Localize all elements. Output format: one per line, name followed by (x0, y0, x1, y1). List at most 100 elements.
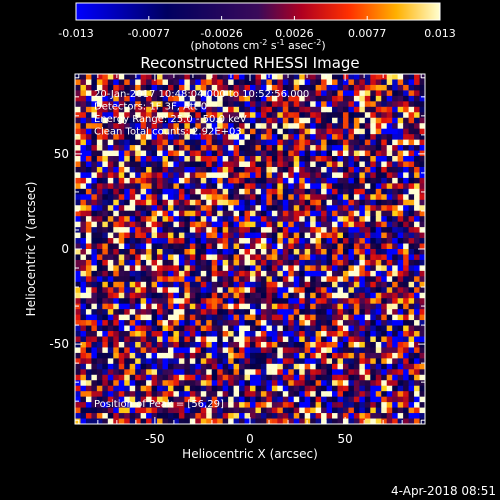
heatmap-cell (419, 298, 426, 305)
heatmap-cell (189, 139, 196, 146)
heatmap-cell (129, 216, 136, 223)
heatmap-cell (321, 391, 327, 398)
heatmap-cell (75, 123, 81, 130)
heatmap-cell (233, 303, 240, 310)
heatmap-cell (217, 106, 224, 113)
heatmap-cell (392, 123, 399, 130)
heatmap-cell (299, 161, 306, 168)
heatmap-cell (124, 309, 131, 316)
heatmap-cell (359, 243, 366, 250)
heatmap-cell (293, 199, 300, 206)
heatmap-cell (375, 325, 382, 332)
heatmap-cell (337, 161, 344, 168)
heatmap-cell (102, 95, 109, 102)
heatmap-cell (337, 194, 344, 201)
heatmap-cell (315, 79, 322, 86)
heatmap-cell (364, 331, 371, 337)
heatmap-cell (282, 325, 289, 332)
heatmap-cell (178, 183, 185, 190)
heatmap-cell (392, 418, 399, 425)
heatmap-cell (200, 292, 207, 299)
heatmap-cell (146, 150, 152, 157)
heatmap-cell (375, 145, 382, 151)
heatmap-cell (321, 254, 327, 261)
heatmap-cell (397, 95, 404, 102)
heatmap-cell (326, 325, 333, 332)
heatmap-cell (353, 145, 360, 151)
heatmap-cell (255, 352, 262, 359)
heatmap-cell (332, 418, 338, 425)
heatmap-cell (392, 139, 399, 146)
heatmap-cell (403, 90, 409, 97)
heatmap-cell (392, 128, 399, 135)
heatmap-cell (288, 396, 295, 403)
heatmap-cell (113, 336, 120, 343)
heatmap-cell (326, 123, 333, 130)
heatmap-cell (304, 139, 311, 146)
heatmap-cell (233, 139, 240, 146)
heatmap-cell (239, 347, 245, 354)
heatmap-cell (162, 265, 169, 272)
heatmap-cell (271, 172, 278, 179)
heatmap-cell (228, 112, 234, 119)
heatmap-cell (211, 194, 218, 201)
heatmap-cell (386, 303, 393, 310)
heatmap-cell (326, 150, 333, 157)
heatmap-cell (353, 106, 360, 113)
heatmap-cell (146, 352, 152, 359)
heatmap-cell (304, 380, 311, 387)
heatmap-cell (271, 341, 278, 348)
heatmap-cell (255, 216, 262, 223)
heatmap-cell (359, 74, 366, 80)
heatmap-cell (332, 205, 338, 212)
heatmap-cell (293, 298, 300, 305)
heatmap-cell (250, 79, 256, 86)
heatmap-cell (277, 407, 284, 414)
heatmap-cell (293, 363, 300, 370)
heatmap-cell (348, 418, 355, 425)
heatmap-cell (260, 216, 267, 223)
heatmap-cell (167, 199, 174, 206)
heatmap-cell (381, 227, 388, 233)
heatmap-cell (91, 205, 98, 212)
heatmap-cell (310, 391, 317, 398)
heatmap-cell (239, 145, 245, 151)
heatmap-cell (211, 369, 218, 376)
heatmap-cell (162, 352, 169, 359)
heatmap-cell (392, 314, 399, 321)
heatmap-cell (326, 166, 333, 173)
heatmap-cell (140, 374, 147, 381)
heatmap-cell (206, 336, 213, 343)
heatmap-cell (414, 380, 420, 387)
heatmap-cell (364, 292, 371, 299)
heatmap-cell (75, 391, 81, 398)
heatmap-cell (315, 112, 322, 119)
heatmap-cell (304, 265, 311, 272)
heatmap-cell (211, 314, 218, 321)
heatmap-cell (113, 84, 120, 91)
heatmap-cell (113, 145, 120, 151)
heatmap-cell (260, 84, 267, 91)
heatmap-cell (195, 336, 202, 343)
heatmap-cell (403, 325, 409, 332)
heatmap-cell (392, 249, 399, 255)
heatmap-cell (386, 128, 393, 135)
heatmap-cell (408, 413, 415, 419)
heatmap-cell (408, 281, 415, 288)
heatmap-cell (370, 166, 377, 173)
heatmap-cell (397, 194, 404, 201)
heatmap-cell (195, 139, 202, 146)
heatmap-cell (211, 309, 218, 316)
heatmap-cell (178, 314, 185, 321)
heatmap-cell (403, 123, 409, 130)
heatmap-cell (337, 259, 344, 266)
heatmap-cell (80, 172, 87, 179)
heatmap-cell (140, 79, 147, 86)
heatmap-cell (151, 145, 158, 151)
heatmap-cell (124, 325, 131, 332)
heatmap-cell (206, 205, 213, 212)
heatmap-cell (337, 276, 344, 283)
heatmap-cell (271, 259, 278, 266)
heatmap-cell (173, 238, 180, 244)
heatmap-cell (167, 298, 174, 305)
